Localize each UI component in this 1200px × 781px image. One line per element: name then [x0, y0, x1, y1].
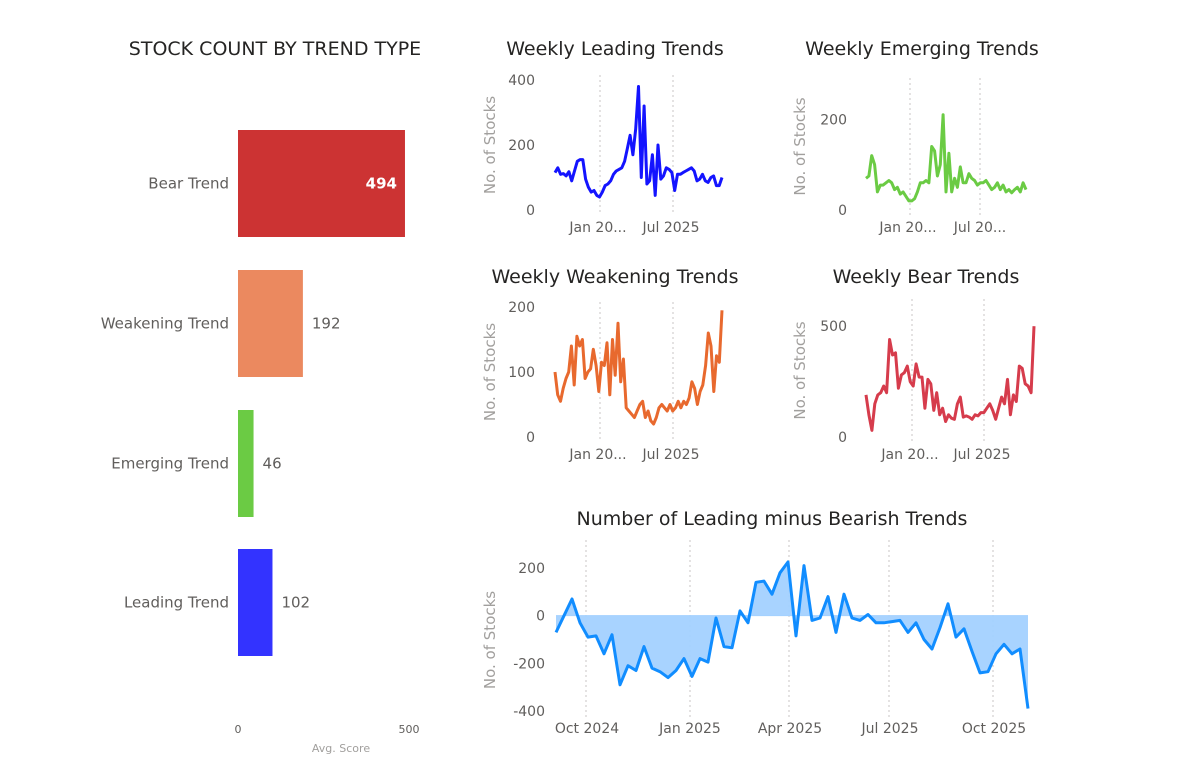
bar-value-label: 494	[366, 175, 397, 193]
y-tick-label: 500	[820, 319, 847, 335]
x-tick-label: Jul 2025	[642, 447, 700, 463]
bar-bear-trend[interactable]	[238, 130, 405, 237]
small-charts: Weekly Leading Trends 0 200 400 Jan 20... Jul…	[481, 38, 1039, 463]
bar-category-label: Weakening Trend	[101, 315, 229, 333]
weakening-series-line[interactable]	[553, 310, 724, 426]
net-series-line[interactable]	[554, 560, 1030, 709]
bar-value-label: 192	[312, 315, 341, 333]
bar-x-tick-0: 0	[235, 723, 242, 736]
bar-chart: STOCK COUNT BY TREND TYPE Bear Trend 494 W…	[101, 38, 421, 755]
x-tick-label: Oct 2024	[555, 721, 619, 737]
bar-category-label: Leading Trend	[124, 594, 229, 612]
bar-emerging-trend[interactable]	[238, 410, 254, 517]
weakening-chart-title: Weekly Weakening Trends	[492, 266, 739, 288]
bear-chart-title: Weekly Bear Trends	[833, 266, 1020, 288]
bar-category-label: Emerging Trend	[111, 455, 229, 473]
y-tick-label: 0	[838, 203, 847, 219]
leading-chart: Weekly Leading Trends 0 200 400 Jan 20... Jul…	[481, 38, 724, 236]
y-tick-label: 0	[526, 203, 535, 219]
bar-weakening-trend[interactable]	[238, 270, 303, 377]
x-tick-label: Jan 20...	[568, 447, 626, 463]
y-tick-label: 200	[820, 112, 847, 128]
y-axis-label: No. of Stocks	[791, 321, 809, 419]
bar-chart-title: STOCK COUNT BY TREND TYPE	[129, 38, 421, 60]
emerging-chart-title: Weekly Emerging Trends	[805, 38, 1039, 60]
x-tick-label: Jul 20...	[953, 220, 1007, 236]
bar-x-tick-500: 500	[399, 723, 420, 736]
x-tick-label: Jul 2025	[953, 447, 1011, 463]
y-tick-label: -400	[513, 704, 545, 720]
bar-value-label: 102	[281, 594, 310, 612]
bar-value-label: 46	[263, 455, 282, 473]
y-axis-label: No. of Stocks	[481, 323, 499, 421]
x-tick-label: Oct 2025	[962, 721, 1026, 737]
bar-x-axis-label: Avg. Score	[312, 742, 370, 755]
net-chart-title: Number of Leading minus Bearish Trends	[577, 508, 968, 530]
bear-chart: Weekly Bear Trends 0 500 Jan 20... Jul 2025 N…	[791, 266, 1036, 463]
y-axis-label: No. of Stocks	[791, 97, 809, 195]
y-tick-label: 0	[536, 609, 545, 625]
x-tick-label: Jul 2025	[861, 721, 919, 737]
y-tick-label: 100	[508, 365, 535, 381]
x-tick-label: Jan 20...	[880, 447, 938, 463]
y-tick-label: 0	[838, 430, 847, 446]
bar-leading-trend[interactable]	[238, 549, 273, 656]
bar-chart-bars: Bear Trend 494 Weakening Trend 192 Emerging …	[101, 130, 405, 656]
y-tick-label: 200	[508, 138, 535, 154]
y-tick-label: 200	[518, 561, 545, 577]
y-tick-label: 200	[508, 300, 535, 316]
leading-series-line[interactable]	[553, 85, 724, 199]
x-tick-label: Jul 2025	[642, 220, 700, 236]
bear-series-line[interactable]	[864, 326, 1036, 432]
y-axis-label: No. of Stocks	[481, 96, 499, 194]
weakening-chart: Weekly Weakening Trends 0 100 200 Jan 20... J…	[481, 266, 739, 463]
x-tick-label: Apr 2025	[758, 721, 822, 737]
emerging-chart: Weekly Emerging Trends 0 200 Jan 20... Jul 2…	[791, 38, 1039, 236]
y-tick-label: 0	[526, 430, 535, 446]
bar-category-label: Bear Trend	[148, 175, 229, 193]
x-tick-label: Jan 2025	[658, 721, 721, 737]
emerging-series-line[interactable]	[865, 113, 1028, 203]
net-chart: Number of Leading minus Bearish Trends 2…	[481, 508, 1030, 737]
y-axis-label: No. of Stocks	[481, 591, 499, 689]
y-tick-label: 400	[508, 73, 535, 89]
y-tick-label: -200	[513, 656, 545, 672]
x-tick-label: Jan 20...	[568, 220, 626, 236]
leading-chart-title: Weekly Leading Trends	[506, 38, 724, 60]
x-tick-label: Jan 20...	[878, 220, 936, 236]
